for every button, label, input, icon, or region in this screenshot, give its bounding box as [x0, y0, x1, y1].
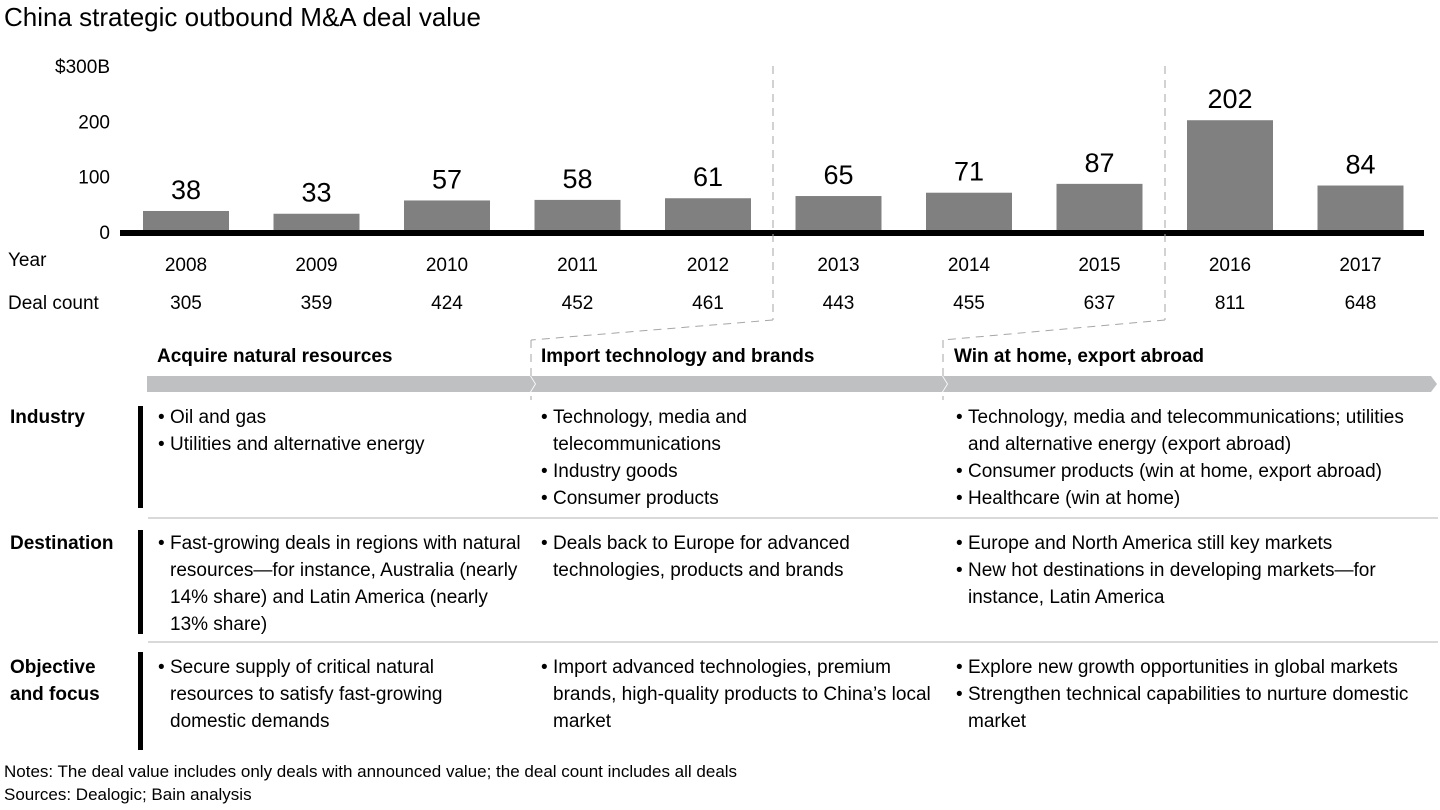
phase-arrow-3 — [943, 376, 1437, 392]
bar-2010 — [404, 200, 490, 232]
sources-text: Sources: Dealogic; Bain analysis — [4, 785, 252, 804]
bar-2011 — [534, 199, 621, 232]
cell-objective-phase2: Import advanced technologies, premium br… — [541, 654, 941, 735]
row-label-industry: Industry — [10, 404, 85, 431]
x-tick-label: 2012 — [687, 255, 729, 276]
bullet-item: Explore new growth opportunities in glob… — [956, 654, 1440, 681]
cell-industry-phase3: Technology, media and telecommunications… — [956, 404, 1440, 512]
deal-count-value: 305 — [170, 293, 202, 314]
phase-arrow-2 — [531, 376, 947, 392]
bullet-item: Strengthen technical capabilities to nur… — [956, 681, 1440, 735]
y-tick-label: 200 — [78, 112, 110, 133]
cell-destination-phase2: Deals back to Europe for advanced techno… — [541, 530, 921, 584]
phase-arrow-band — [147, 376, 1437, 392]
row-label-line: Objective — [10, 657, 96, 678]
bullet-item: Technology, media and telecommunications… — [956, 404, 1440, 458]
cell-destination-phase1: Fast-growing deals in regions with natur… — [158, 530, 523, 638]
y-tick-label: 0 — [99, 223, 110, 244]
bar-chart: $300B 200 100 0 38 2008 305 33 2009 359 57 2010 424 5… — [8, 57, 1424, 400]
deal-count-value: 424 — [431, 293, 463, 314]
data-label: 61 — [693, 162, 723, 192]
bullet-item: Fast-growing deals in regions with natur… — [158, 530, 523, 638]
data-label: 38 — [171, 175, 201, 205]
deal-count-value: 359 — [301, 293, 333, 314]
row-label-destination: Destination — [10, 530, 113, 557]
data-label: 84 — [1345, 150, 1375, 180]
bullet-item: Healthcare (win at home) — [956, 485, 1440, 512]
cell-industry-phase2: Technology, media and telecommunications… — [541, 404, 801, 512]
row-label-line: Industry — [10, 407, 85, 428]
x-tick-label: 2017 — [1339, 255, 1381, 276]
bar-2015 — [1056, 183, 1143, 232]
y-tick-label: 100 — [78, 168, 110, 189]
bullet-item: Secure supply of critical natural resour… — [158, 654, 518, 735]
bullet-item: Oil and gas — [158, 404, 528, 431]
deal-count-value: 648 — [1345, 293, 1377, 314]
bar-2013 — [795, 196, 882, 232]
row-marker-bar — [138, 530, 143, 634]
bullet-item: Deals back to Europe for advanced techno… — [541, 530, 921, 584]
deal-count-value: 811 — [1215, 293, 1245, 314]
x-axis-baseline — [120, 230, 1424, 236]
deal-count-value: 461 — [692, 293, 724, 314]
bar-2016 — [1187, 120, 1273, 232]
row-marker-bar — [138, 406, 143, 508]
deal-count-value: 443 — [823, 293, 855, 314]
deal-count-value: 637 — [1084, 293, 1116, 314]
data-label: 57 — [432, 164, 462, 194]
notes-text: Notes: The deal value includes only deal… — [4, 762, 738, 781]
row-separator — [148, 517, 1438, 519]
data-label: 87 — [1084, 148, 1114, 178]
phase-title-natural-resources: Acquire natural resources — [157, 346, 393, 367]
bullet-item: Industry goods — [541, 458, 801, 485]
bullet-item: Europe and North America still key marke… — [956, 530, 1436, 557]
x-tick-label: 2009 — [295, 255, 337, 276]
x-tick-label: 2010 — [426, 255, 468, 276]
phase-arrow-1 — [147, 376, 535, 392]
x-tick-label: 2016 — [1209, 255, 1251, 276]
year-row-label: Year — [8, 250, 47, 271]
bar-2014 — [926, 192, 1012, 232]
row-label-line: and focus — [10, 684, 100, 705]
row-label-line: Destination — [10, 533, 114, 554]
bar-2009 — [273, 213, 360, 232]
phase-divider-dashed — [530, 319, 774, 341]
y-tick-label: $300B — [55, 57, 110, 78]
x-tick-label: 2014 — [948, 255, 991, 276]
phase-title-win-home-export: Win at home, export abroad — [954, 346, 1205, 367]
cell-objective-phase3: Explore new growth opportunities in glob… — [956, 654, 1440, 735]
data-label: 58 — [562, 164, 592, 194]
bullet-item: Utilities and alternative energy — [158, 431, 528, 458]
bullet-item: Technology, media and telecommunications — [541, 404, 801, 458]
bullet-item: Import advanced technologies, premium br… — [541, 654, 941, 735]
data-label: 33 — [301, 178, 331, 208]
x-tick-label: 2013 — [817, 255, 859, 276]
phase-title-technology-brands: Import technology and brands — [541, 346, 815, 367]
row-separator — [148, 641, 1438, 643]
bullet-item: Consumer products — [541, 485, 801, 512]
data-label: 65 — [823, 160, 853, 190]
row-marker-bar — [138, 652, 143, 750]
bullet-item: New hot destinations in developing marke… — [956, 557, 1436, 611]
x-tick-label: 2011 — [557, 255, 598, 276]
cell-objective-phase1: Secure supply of critical natural resour… — [158, 654, 518, 735]
x-tick-label: 2015 — [1078, 255, 1120, 276]
deal-count-row-label: Deal count — [8, 293, 100, 314]
data-label: 71 — [954, 157, 984, 187]
x-tick-label: 2008 — [165, 255, 207, 276]
bar-2012 — [665, 198, 751, 232]
data-label: 202 — [1207, 84, 1252, 114]
bar-2017 — [1317, 185, 1404, 232]
phase-divider-dashed — [942, 319, 1166, 341]
bar-2008 — [143, 210, 229, 232]
row-label-objective-focus: Objective and focus — [10, 654, 100, 708]
cell-destination-phase3: Europe and North America still key marke… — [956, 530, 1436, 611]
chart-title: China strategic outbound M&A deal value — [4, 2, 481, 32]
deal-count-value: 455 — [953, 293, 985, 314]
deal-count-value: 452 — [562, 293, 594, 314]
cell-industry-phase1: Oil and gas Utilities and alternative en… — [158, 404, 528, 458]
bullet-item: Consumer products (win at home, export a… — [956, 458, 1440, 485]
